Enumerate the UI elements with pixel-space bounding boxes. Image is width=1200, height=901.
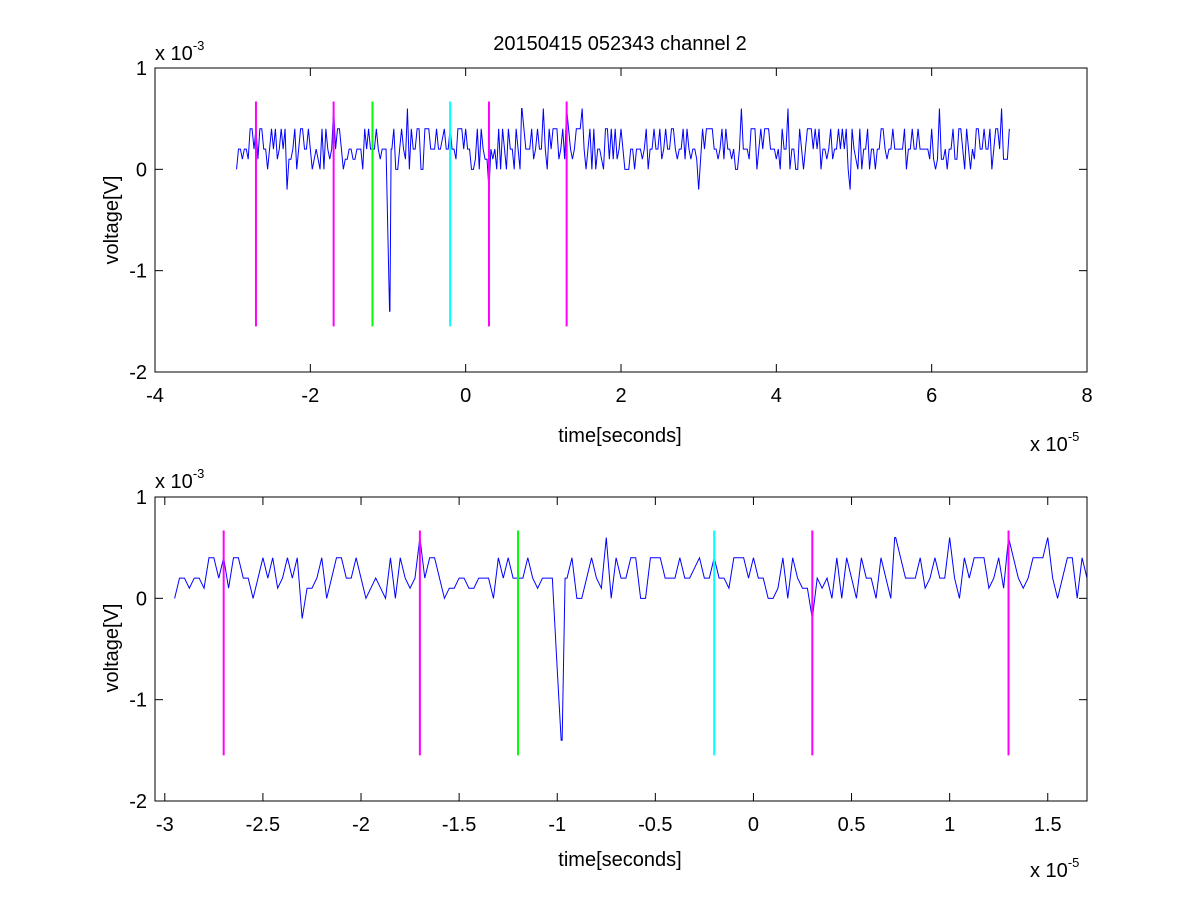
top-x-tick-label: 2 <box>615 385 626 407</box>
bottom-x-tick-label: -0.5 <box>638 814 672 836</box>
bottom-x-tick-label: -3 <box>156 814 174 836</box>
top-x-tick-label: 8 <box>1081 385 1092 407</box>
bottom-x-exponent: x 10-5 <box>1030 855 1079 882</box>
top-x-tick-label: 4 <box>771 385 782 407</box>
bottom-y-exponent: x 10-3 <box>155 466 204 493</box>
top-y-tick-label: 1 <box>136 58 147 80</box>
top-x-tick-label: -4 <box>146 385 164 407</box>
bottom-x-axis-label: time[seconds] <box>558 849 681 871</box>
top-plot-area <box>236 101 1010 327</box>
bottom-x-tick-label: -1.5 <box>442 814 476 836</box>
bottom-x-tick-label: 1.5 <box>1034 814 1062 836</box>
top-ticks: -4 -2 0 2 4 6 8-2-101 <box>129 58 1092 407</box>
bottom-plot-area <box>174 530 1087 756</box>
bottom-y-tick-label: -1 <box>129 690 147 712</box>
bottom-signal-line <box>174 537 1087 741</box>
top-x-exponent: x 10-5 <box>1030 429 1079 456</box>
bottom-y-tick-label: 1 <box>136 487 147 509</box>
top-x-tick-label: 0 <box>460 385 471 407</box>
bottom-x-tick-label: -1 <box>548 814 566 836</box>
bottom-y-tick-label: -2 <box>129 791 147 813</box>
bottom-x-tick-label: 1 <box>944 814 955 836</box>
bottom-y-tick-label: 0 <box>136 588 147 610</box>
bottom-ticks: -3 -2.5 -2 -1.5 -1 -0.5 0 0.5 1 1.5 -2 -1 0 1 <box>129 487 1087 836</box>
bottom-x-tick-label: -2.5 <box>246 814 280 836</box>
top-x-tick-label: -2 <box>301 385 319 407</box>
top-axes: -4 -2 0 2 4 6 8-2-101 time[seconds] voltage[V]… <box>101 38 1093 456</box>
top-y-tick-label: 0 <box>136 159 147 181</box>
top-signal-line <box>236 108 1010 312</box>
top-y-axis-label: voltage[V] <box>101 176 123 265</box>
top-y-tick-label: -1 <box>129 261 147 283</box>
top-x-axis-label: time[seconds] <box>558 425 681 447</box>
top-y-tick-label: -2 <box>129 362 147 384</box>
bottom-y-axis-label: voltage[V] <box>101 604 123 693</box>
bottom-axes-box <box>154 496 1088 802</box>
top-x-tick-label: 6 <box>926 385 937 407</box>
figure-title: 20150415 052343 channel 2 <box>493 33 747 55</box>
bottom-x-tick-label: -2 <box>352 814 370 836</box>
top-y-exponent: x 10-3 <box>155 38 204 65</box>
bottom-axes: -3 -2.5 -2 -1.5 -1 -0.5 0 0.5 1 1.5 -2 -1 0 1 time[se… <box>101 466 1088 882</box>
bottom-x-tick-label: 0.5 <box>838 814 866 836</box>
bottom-x-tick-label: 0 <box>748 814 759 836</box>
